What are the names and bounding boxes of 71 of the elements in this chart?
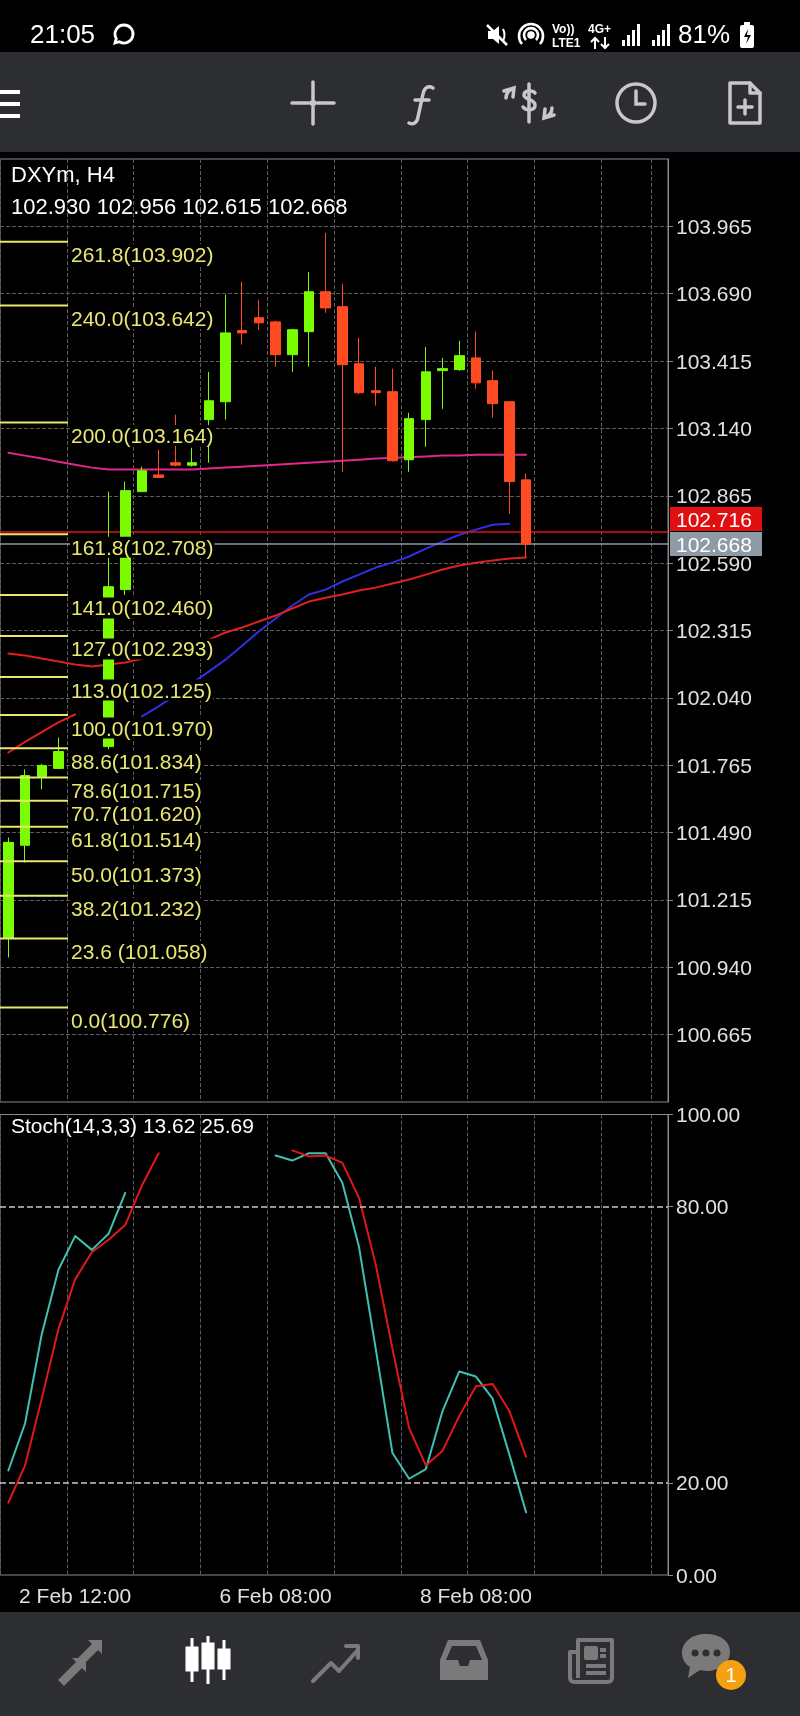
candlestick [504, 400, 515, 515]
ref-line-label: 50.0(101.373) [71, 862, 202, 886]
ref-line-label: 61.8(101.514) [71, 828, 202, 852]
y-tick-label: 101.490 [676, 821, 752, 845]
line-series [7, 451, 528, 471]
ref-line-label: 78.6(101.715) [71, 778, 202, 802]
candlestick [220, 294, 231, 421]
candlestick [387, 368, 398, 463]
candlestick [137, 466, 147, 493]
text: 81% [678, 19, 731, 49]
ref-line-label: 70.7(101.620) [71, 802, 202, 826]
text: Vo)) [552, 22, 575, 36]
candlestick [187, 447, 197, 468]
ref-line-label: 240.0(103.642) [71, 306, 214, 330]
candlestick [471, 331, 481, 390]
chart-title: Stoch(14,3,3) 13.62 25.69 [11, 1114, 254, 1137]
candlestick [287, 328, 298, 373]
candlestick [337, 283, 348, 473]
y-tick-label: 103.690 [676, 282, 752, 306]
y-tick-label: 100.940 [676, 955, 752, 979]
ref-line-label: 100.0(101.970) [71, 716, 214, 740]
x-tick-label: 8 Feb 08:00 [419, 1584, 532, 1607]
ref-line-label: 88.6(101.834) [71, 749, 202, 773]
ref-line-label: 23.6 (101.058) [71, 939, 208, 963]
y-tick-label: 80.00 [676, 1195, 729, 1219]
y-tick-label: 101.215 [676, 888, 752, 912]
text: 102.930 102.956 102.615 102.668 [11, 193, 348, 219]
chart-title: DXYm, H4 [11, 161, 115, 187]
candlestick [371, 366, 381, 407]
ref-line-label: 113.0(102.125) [71, 678, 212, 702]
candlestick [53, 737, 64, 770]
ref-line-label: 200.0(103.164) [71, 424, 214, 448]
text: 21:05 [30, 19, 96, 49]
candlestick [354, 337, 364, 395]
y-tick-label: 100.665 [676, 1023, 752, 1047]
y-tick-label: 0.00 [676, 1563, 717, 1587]
y-tick-label: 102.315 [676, 619, 752, 642]
candlestick [437, 357, 448, 410]
x-tick-label: 2 Feb 12:00 [19, 1584, 132, 1607]
text: LTE1 [552, 36, 581, 50]
y-tick-label: 101.765 [676, 753, 752, 777]
y-tick-label: 20.00 [676, 1471, 729, 1495]
candlestick [153, 449, 164, 479]
x-tick-label: 6 Feb 08:00 [219, 1584, 332, 1607]
ref-line-label: 127.0(102.293) [71, 637, 214, 661]
y-tick-label: 102.040 [676, 686, 752, 710]
y-tick-label: 103.140 [676, 416, 752, 440]
y-tick-label: 103.415 [676, 349, 752, 373]
candlestick [487, 370, 498, 419]
ref-line-label: 102.716 [676, 507, 752, 531]
candlestick [521, 473, 531, 558]
candlestick [20, 768, 30, 863]
y-tick-label: 100.00 [676, 1103, 741, 1126]
candlestick [404, 412, 414, 473]
candlestick [304, 271, 314, 368]
candlestick [454, 340, 465, 372]
candlestick [320, 232, 331, 314]
ref-line-label: 161.8(102.708) [71, 535, 214, 559]
candlestick [237, 281, 247, 346]
ref-line-label: 38.2(101.232) [71, 897, 202, 921]
ref-line-label: 141.0(102.460) [71, 596, 214, 620]
candlestick [37, 763, 47, 790]
ref-line-label: 0.0(100.776) [71, 1008, 191, 1032]
ref-line-label: 261.8(103.902) [71, 243, 214, 267]
text: 4G+ [588, 22, 612, 36]
y-tick-label: 103.965 [676, 214, 752, 238]
candlestick [270, 320, 281, 368]
candlestick [3, 836, 14, 958]
candlestick [421, 346, 431, 448]
candlestick [254, 299, 264, 331]
y-tick-label: 102.865 [676, 484, 752, 508]
